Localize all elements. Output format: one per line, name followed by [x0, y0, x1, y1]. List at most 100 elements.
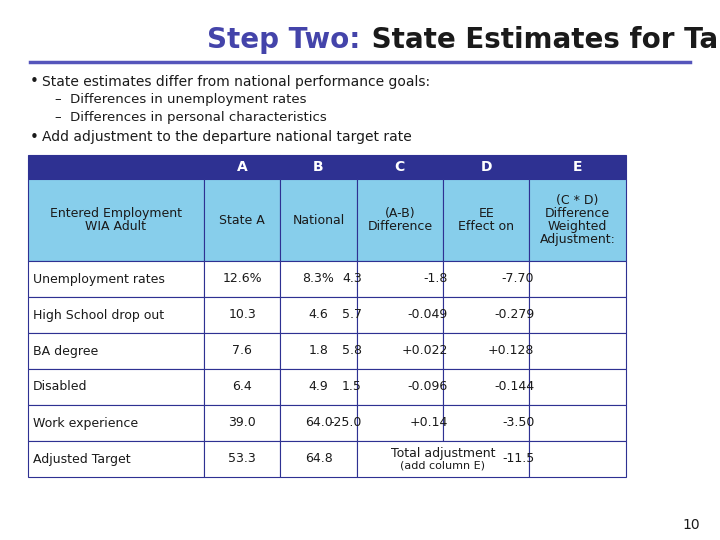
Text: 6.4: 6.4 — [233, 381, 252, 394]
Bar — [356, 297, 443, 333]
Text: 1.8: 1.8 — [309, 345, 328, 357]
Text: State A: State A — [220, 213, 265, 226]
Bar — [204, 155, 280, 179]
Bar — [356, 405, 443, 441]
Bar — [280, 179, 356, 261]
Text: Total adjustment: Total adjustment — [391, 447, 495, 460]
Bar — [204, 333, 280, 369]
Text: BA degree: BA degree — [33, 345, 98, 357]
Text: 64.0: 64.0 — [305, 416, 333, 429]
Text: WIA Adult: WIA Adult — [86, 220, 146, 233]
Text: Adjustment:: Adjustment: — [539, 233, 616, 246]
Text: 5.7: 5.7 — [342, 308, 361, 321]
Text: -3.50: -3.50 — [502, 416, 534, 429]
Bar — [356, 441, 529, 477]
Bar — [204, 405, 280, 441]
Text: -25.0: -25.0 — [329, 416, 361, 429]
Bar — [204, 441, 280, 477]
Text: (A-B): (A-B) — [384, 207, 415, 220]
Text: -1.8: -1.8 — [423, 273, 448, 286]
Text: •: • — [30, 75, 39, 90]
Bar — [280, 405, 356, 441]
Text: Entered Employment: Entered Employment — [50, 207, 182, 220]
Bar — [529, 369, 626, 405]
Bar — [443, 405, 529, 441]
Text: (C * D): (C * D) — [557, 194, 598, 207]
Text: 10: 10 — [683, 518, 700, 532]
Text: 7.6: 7.6 — [233, 345, 252, 357]
Bar — [28, 441, 204, 477]
Text: 5.8: 5.8 — [342, 345, 361, 357]
Text: 8.3%: 8.3% — [302, 273, 334, 286]
Text: 12.6%: 12.6% — [222, 273, 262, 286]
Text: E: E — [572, 160, 582, 174]
Bar — [443, 297, 529, 333]
Text: Step Two:: Step Two: — [207, 26, 360, 54]
Bar — [28, 405, 204, 441]
Bar — [280, 441, 356, 477]
Text: Difference: Difference — [367, 220, 433, 233]
Text: •: • — [30, 130, 39, 145]
Text: Disabled: Disabled — [33, 381, 88, 394]
Bar — [356, 333, 443, 369]
Bar — [280, 155, 356, 179]
Text: State Estimates for Targets: State Estimates for Targets — [362, 26, 720, 54]
Bar — [443, 261, 529, 297]
Text: +0.128: +0.128 — [488, 345, 534, 357]
Text: National: National — [292, 213, 345, 226]
Text: 4.9: 4.9 — [309, 381, 328, 394]
Bar — [28, 261, 204, 297]
Bar — [529, 297, 626, 333]
Text: Effect on: Effect on — [458, 220, 514, 233]
Text: EE: EE — [478, 207, 494, 220]
Bar — [204, 297, 280, 333]
Text: 10.3: 10.3 — [228, 308, 256, 321]
Bar — [443, 333, 529, 369]
Bar — [28, 155, 204, 179]
Text: –  Differences in personal characteristics: – Differences in personal characteristic… — [55, 111, 327, 124]
Text: Add adjustment to the departure national target rate: Add adjustment to the departure national… — [42, 130, 412, 144]
Text: 39.0: 39.0 — [228, 416, 256, 429]
Text: 4.6: 4.6 — [309, 308, 328, 321]
Text: -0.144: -0.144 — [494, 381, 534, 394]
Bar — [280, 369, 356, 405]
Bar — [529, 333, 626, 369]
Bar — [529, 261, 626, 297]
Bar — [28, 297, 204, 333]
Text: Difference: Difference — [545, 207, 610, 220]
Bar — [28, 333, 204, 369]
Bar — [204, 261, 280, 297]
Bar — [529, 179, 626, 261]
Bar — [280, 261, 356, 297]
Text: A: A — [237, 160, 248, 174]
Text: Unemployment rates: Unemployment rates — [33, 273, 165, 286]
Bar — [443, 369, 529, 405]
Bar — [443, 155, 529, 179]
Text: -0.279: -0.279 — [494, 308, 534, 321]
Text: -0.049: -0.049 — [408, 308, 448, 321]
Text: –  Differences in unemployment rates: – Differences in unemployment rates — [55, 93, 307, 106]
Bar — [280, 333, 356, 369]
Text: 64.8: 64.8 — [305, 453, 333, 465]
Text: High School drop out: High School drop out — [33, 308, 164, 321]
Text: B: B — [313, 160, 324, 174]
Text: C: C — [395, 160, 405, 174]
Text: (add column E): (add column E) — [400, 461, 485, 471]
Text: Weighted: Weighted — [548, 220, 607, 233]
Bar — [529, 405, 626, 441]
Text: +0.022: +0.022 — [402, 345, 448, 357]
Text: 4.3: 4.3 — [342, 273, 361, 286]
Bar — [356, 179, 443, 261]
Text: 1.5: 1.5 — [342, 381, 361, 394]
Bar — [28, 179, 204, 261]
Text: D: D — [480, 160, 492, 174]
Text: Adjusted Target: Adjusted Target — [33, 453, 130, 465]
Text: +0.14: +0.14 — [410, 416, 448, 429]
Bar — [356, 369, 443, 405]
Text: -0.096: -0.096 — [408, 381, 448, 394]
Text: Work experience: Work experience — [33, 416, 138, 429]
Bar — [529, 155, 626, 179]
Text: -11.5: -11.5 — [502, 453, 534, 465]
Text: 53.3: 53.3 — [228, 453, 256, 465]
Bar — [443, 179, 529, 261]
